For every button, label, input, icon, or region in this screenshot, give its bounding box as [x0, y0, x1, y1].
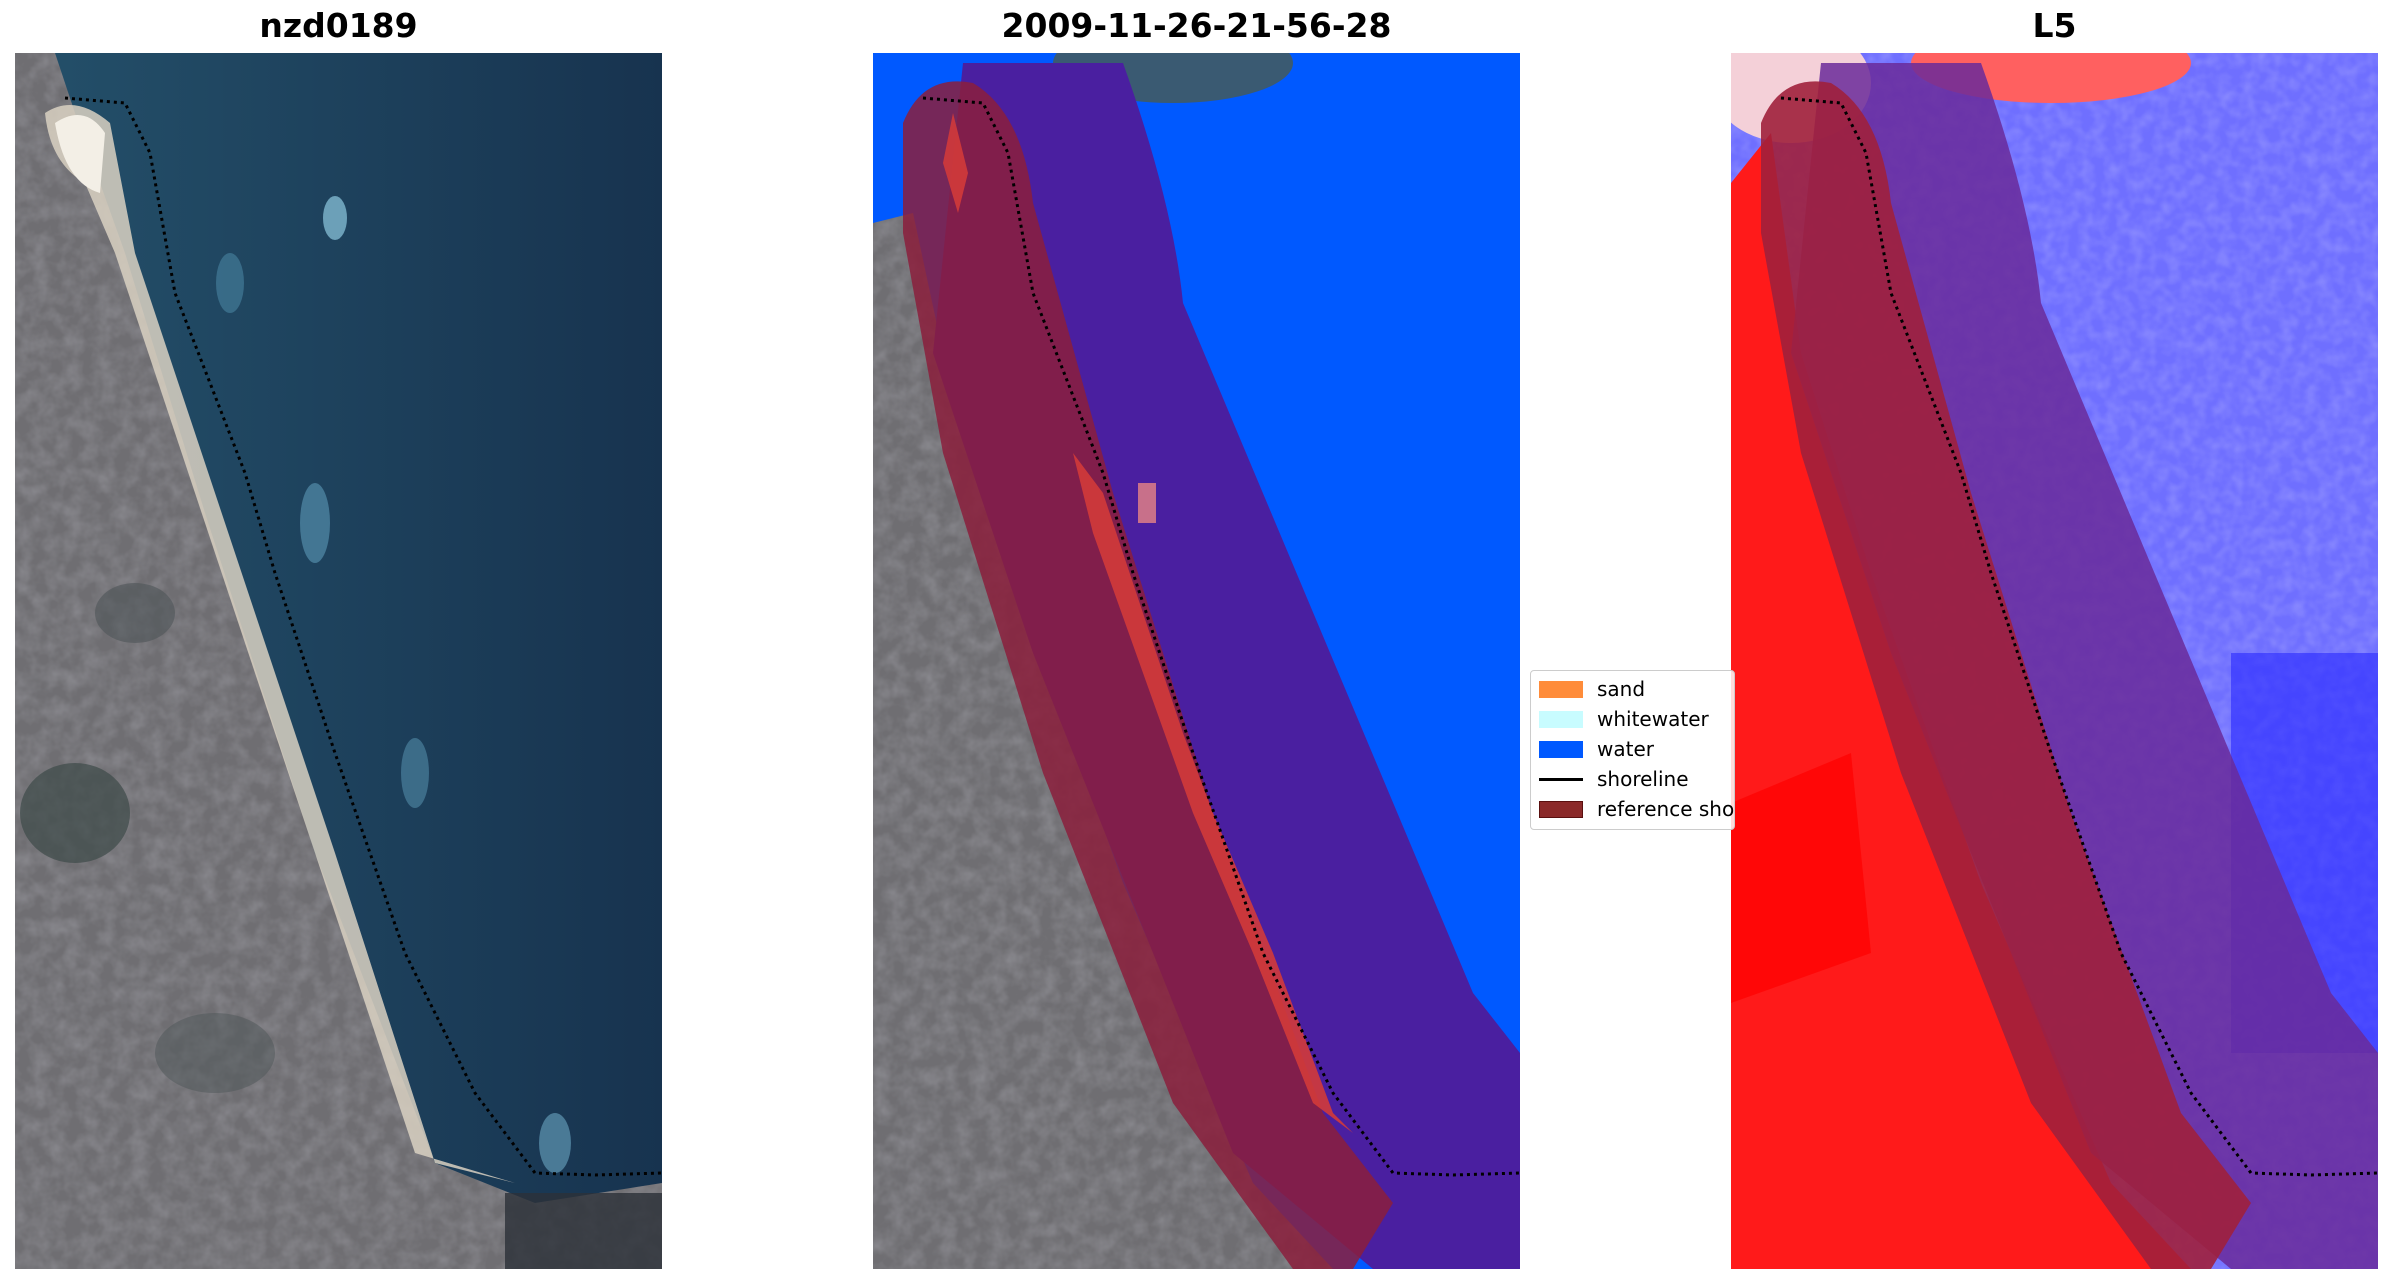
- legend-label-reference-buffer: reference shoreline buffer: [1597, 797, 1735, 821]
- legend-swatch-reference-buffer: [1539, 800, 1583, 818]
- panel-title-classified: 2009-11-26-21-56-28: [1001, 6, 1392, 45]
- legend-label-whitewater: whitewater: [1597, 707, 1709, 731]
- legend-swatch-whitewater: [1539, 710, 1583, 728]
- legend-label-shoreline: shoreline: [1597, 767, 1689, 791]
- legend-item-whitewater: whitewater: [1539, 707, 1709, 731]
- legend-label-sand: sand: [1597, 677, 1646, 701]
- legend: sand whitewater water shoreline referenc…: [1530, 670, 1735, 830]
- legend-label-water: water: [1597, 737, 1654, 761]
- panel-title-rgb: nzd0189: [259, 6, 418, 45]
- classified-image: [873, 53, 1520, 1269]
- legend-line-shoreline: [1539, 777, 1583, 781]
- legend-swatch-sand: [1539, 680, 1583, 698]
- index-image: [1731, 53, 2378, 1269]
- legend-item-sand: sand: [1539, 677, 1645, 701]
- legend-item-reference-buffer: reference shoreline buffer: [1539, 797, 1735, 821]
- legend-item-water: water: [1539, 737, 1654, 761]
- panel-title-index: L5: [2032, 6, 2077, 45]
- legend-swatch-water: [1539, 740, 1583, 758]
- rgb-satellite-image: [15, 53, 662, 1269]
- legend-item-shoreline: shoreline: [1539, 767, 1689, 791]
